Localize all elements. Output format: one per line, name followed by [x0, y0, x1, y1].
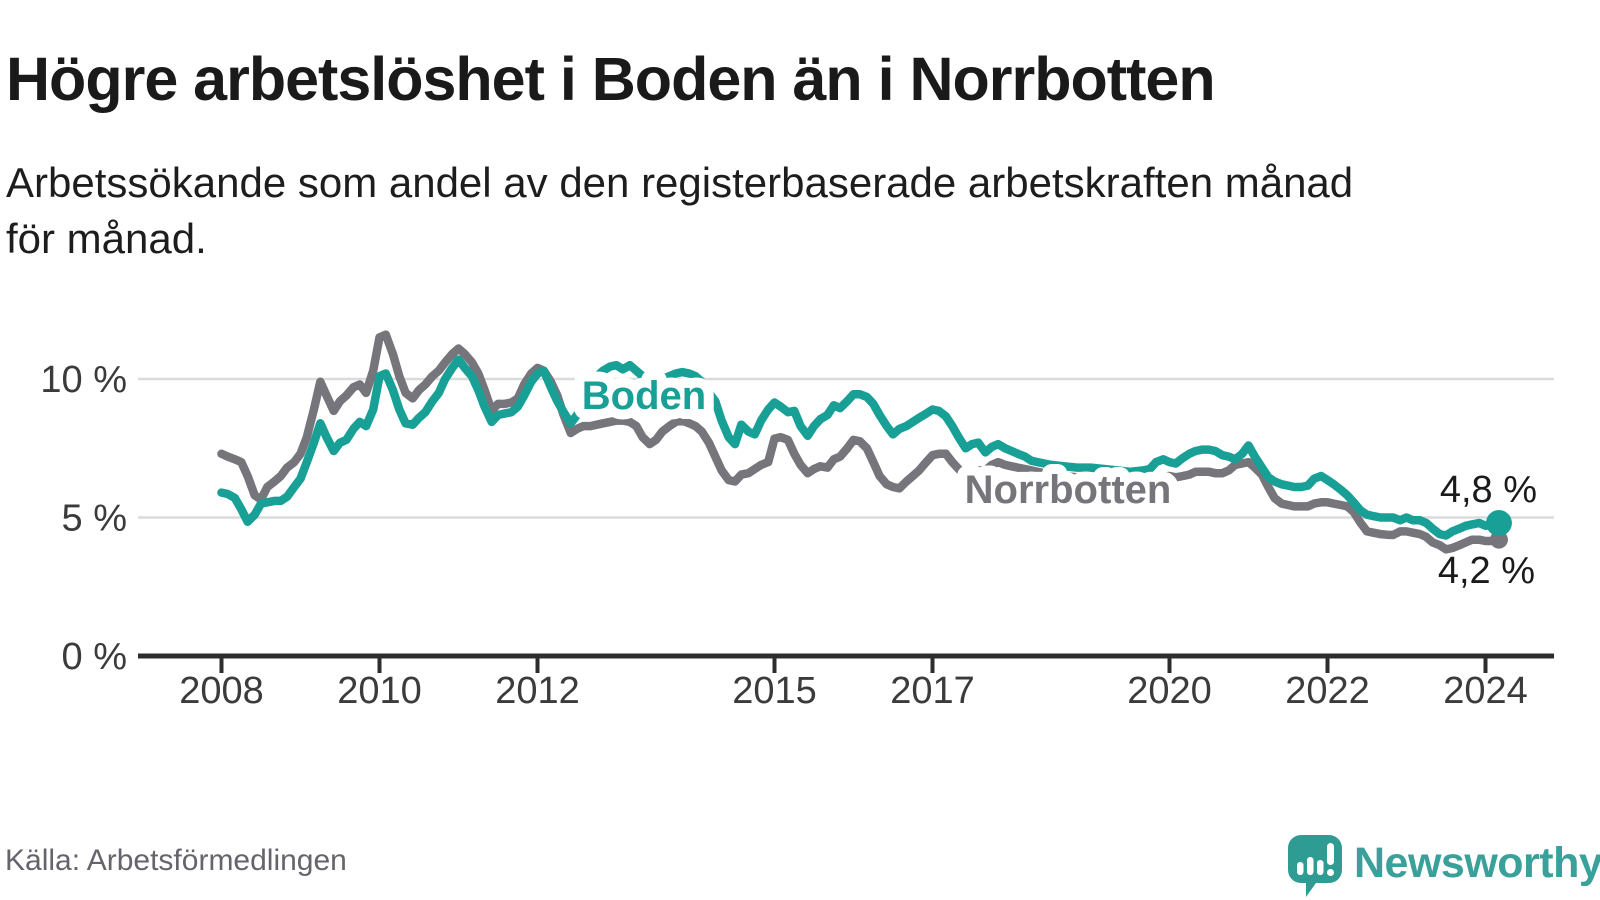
newsworthy-logo-icon — [1288, 835, 1342, 897]
y-tick-label: 0 % — [62, 636, 127, 678]
chart-subtitle-line1: Arbetssökande som andel av den registerb… — [6, 159, 1354, 206]
source-note: Källa: Arbetsförmedlingen — [5, 844, 347, 877]
x-tick-label: 2020 — [1127, 670, 1212, 712]
x-tick-label: 2015 — [732, 670, 817, 712]
x-tick-label: 2010 — [337, 670, 422, 712]
series-line-boden — [217, 355, 1504, 540]
y-tick-label: 10 % — [40, 359, 127, 401]
end-value-label: 4,8 % — [1440, 469, 1537, 511]
newsworthy-logo-text: Newsworthy — [1354, 839, 1600, 887]
logo-bubble-shape — [1288, 835, 1342, 897]
chart-title: Högre arbetslöshet i Boden än i Norrbott… — [6, 44, 1216, 113]
x-tick-label: 2012 — [495, 670, 580, 712]
x-tick-label: 2024 — [1443, 670, 1528, 712]
logo-bar-2 — [1307, 857, 1314, 875]
x-tick-label: 2022 — [1285, 670, 1370, 712]
x-tick-label: 2008 — [179, 670, 264, 712]
y-tick-label: 5 % — [62, 498, 127, 540]
chart-subtitle-line2: för månad. — [6, 215, 207, 262]
logo-exclamation-dot — [1327, 869, 1334, 876]
end-dot-boden — [1485, 510, 1512, 537]
end-value-label: 4,2 % — [1438, 550, 1535, 592]
series-label-boden: Boden — [582, 374, 706, 418]
logo-bar-3 — [1317, 860, 1324, 875]
series-line-norrbotten — [217, 330, 1504, 554]
logo-bar-1 — [1297, 862, 1304, 875]
logo-exclamation-bar — [1327, 843, 1334, 865]
x-tick-label: 2017 — [890, 670, 975, 712]
series-label-norrbotten: Norrbotten — [965, 468, 1172, 512]
